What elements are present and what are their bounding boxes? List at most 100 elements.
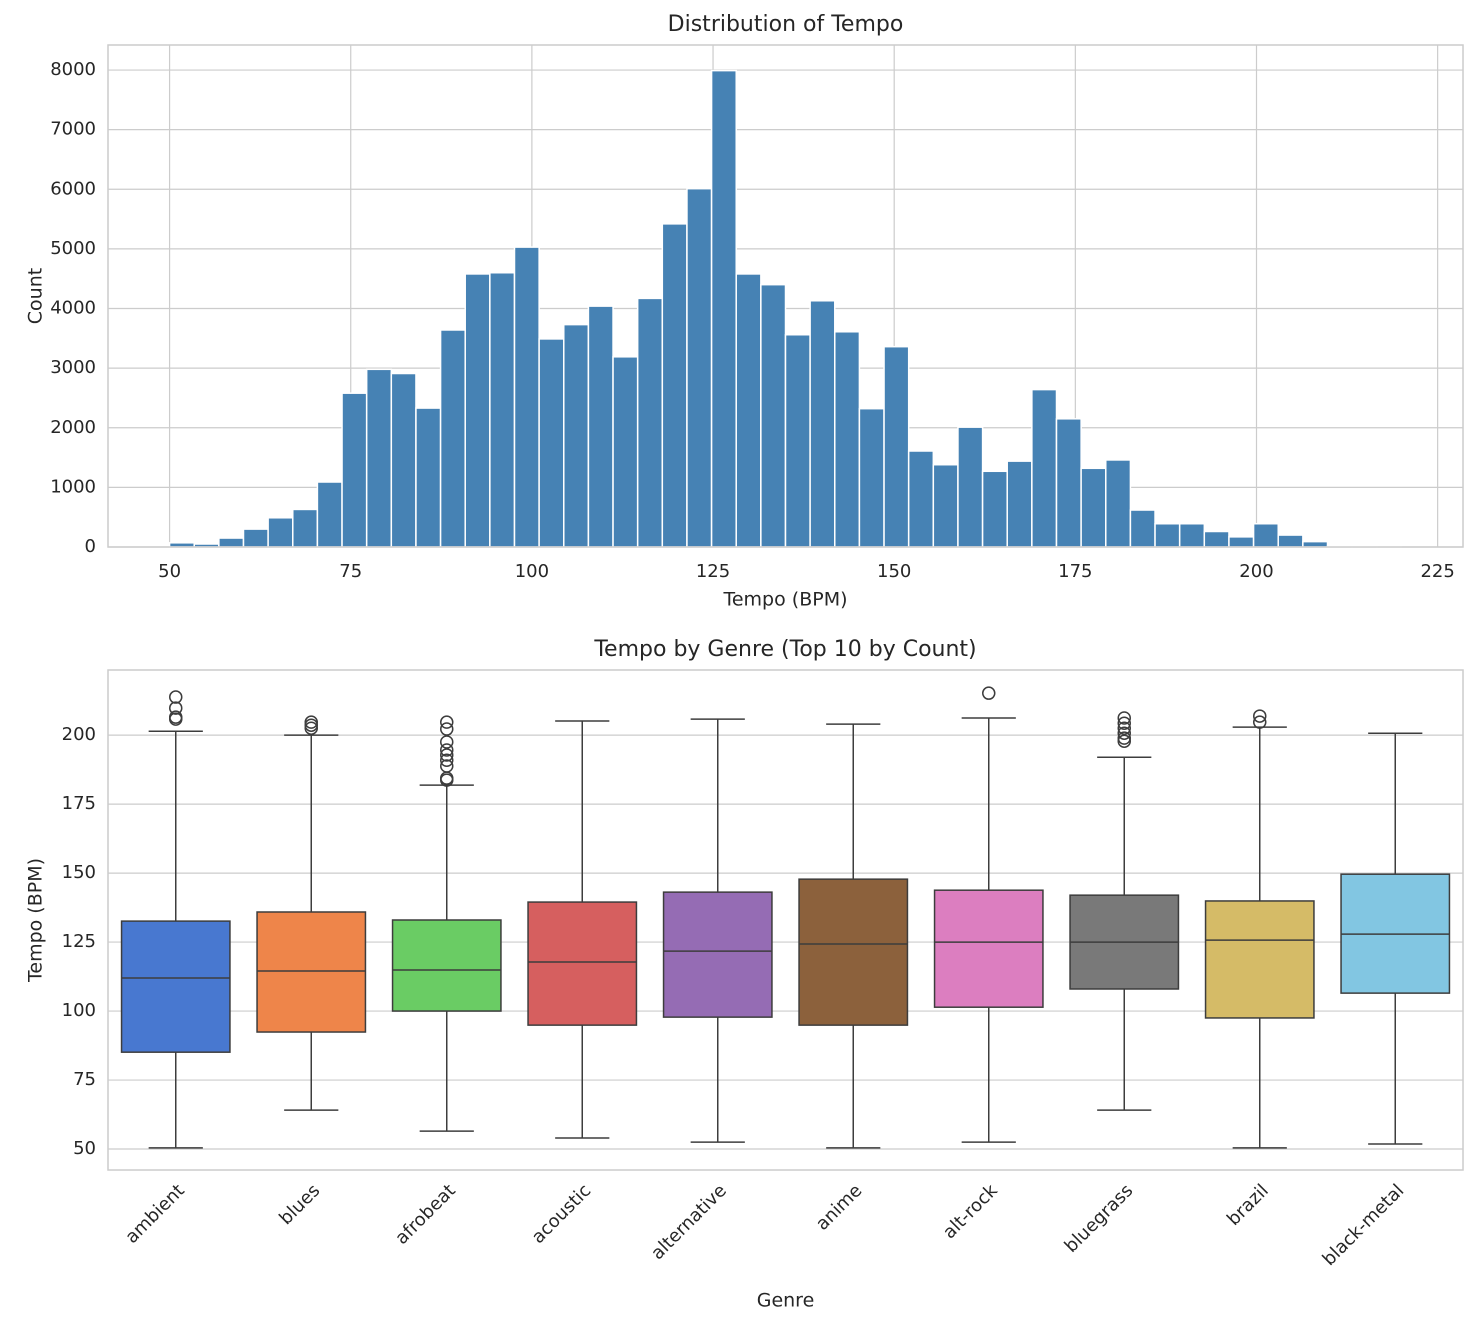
outlier bbox=[1117, 721, 1131, 735]
outlier bbox=[440, 748, 454, 762]
x-axis-label: Genre bbox=[757, 1290, 815, 1312]
box bbox=[120, 920, 231, 1053]
histogram-bar bbox=[1252, 522, 1279, 548]
histogram-bar bbox=[267, 517, 294, 548]
outlier bbox=[440, 743, 454, 757]
chart-title: Tempo by Genre (Top 10 by Count) bbox=[593, 637, 976, 662]
y-tick-label: 8000 bbox=[50, 59, 96, 80]
x-tick-label: brazil bbox=[1223, 1180, 1273, 1230]
histogram-bar bbox=[513, 246, 540, 548]
x-tick-label: 200 bbox=[1239, 561, 1273, 582]
histogram-bar bbox=[1178, 522, 1206, 548]
histogram-bar bbox=[957, 426, 984, 548]
histogram-bar bbox=[858, 407, 885, 548]
histogram-bar bbox=[1006, 460, 1033, 548]
histogram-bar bbox=[1154, 522, 1181, 548]
x-tick-label: 175 bbox=[1058, 561, 1092, 582]
x-tick-label: black-metal bbox=[1319, 1180, 1409, 1270]
x-tick-label: ambient bbox=[121, 1180, 189, 1248]
y-tick-label: 1000 bbox=[50, 476, 96, 497]
histogram-bar bbox=[1277, 534, 1304, 548]
y-tick-label: 2000 bbox=[50, 417, 96, 438]
outlier bbox=[1117, 716, 1131, 731]
outlier bbox=[304, 718, 318, 732]
box bbox=[933, 889, 1044, 1008]
x-tick-label: acoustic bbox=[528, 1180, 596, 1248]
histogram-bar bbox=[292, 508, 319, 548]
outlier bbox=[440, 715, 454, 729]
histogram-bar bbox=[760, 283, 787, 548]
x-tick-label: anime bbox=[812, 1180, 866, 1234]
outlier bbox=[169, 690, 183, 704]
histogram-bar bbox=[316, 481, 343, 548]
histogram-bar bbox=[1302, 540, 1329, 548]
box bbox=[798, 878, 909, 1026]
outlier bbox=[440, 753, 454, 767]
histogram-bar bbox=[932, 463, 959, 548]
x-tick-label: bluegrass bbox=[1061, 1180, 1138, 1257]
histogram-bar bbox=[341, 392, 368, 548]
histogram-bar bbox=[1203, 530, 1230, 548]
histogram-bar bbox=[883, 345, 910, 548]
x-tick-label: 150 bbox=[877, 561, 911, 582]
histogram-bar bbox=[710, 69, 737, 548]
outlier bbox=[982, 686, 996, 700]
box bbox=[662, 891, 773, 1018]
box bbox=[256, 911, 367, 1033]
histogram-bar bbox=[464, 273, 491, 548]
y-tick-label: 4000 bbox=[50, 298, 96, 319]
box bbox=[1204, 900, 1315, 1019]
histogram-bar bbox=[907, 450, 935, 548]
outlier bbox=[1253, 715, 1267, 729]
histogram-bar bbox=[661, 223, 688, 548]
histogram-bar bbox=[390, 372, 417, 548]
outlier bbox=[169, 701, 183, 715]
y-tick-label: 75 bbox=[73, 1069, 96, 1090]
plot-frame bbox=[107, 44, 1464, 548]
outlier bbox=[1117, 711, 1131, 725]
y-tick-label: 200 bbox=[62, 724, 96, 745]
outlier bbox=[440, 735, 454, 749]
histogram-bar bbox=[1055, 418, 1082, 548]
histogram-bar bbox=[1080, 467, 1107, 548]
y-axis-label: Count bbox=[25, 268, 47, 324]
outlier bbox=[169, 712, 183, 726]
outlier bbox=[1253, 709, 1267, 723]
histogram-bar bbox=[1031, 388, 1058, 548]
histogram-bar bbox=[538, 338, 565, 548]
histogram-bar bbox=[218, 537, 245, 548]
y-axis-label: Tempo (BPM) bbox=[25, 858, 47, 983]
histogram-bar bbox=[489, 271, 516, 548]
x-tick-label: 100 bbox=[515, 561, 549, 582]
y-tick-label: 100 bbox=[62, 1000, 96, 1021]
x-tick-label: 225 bbox=[1420, 561, 1454, 582]
outlier bbox=[440, 722, 454, 736]
x-tick-label: 75 bbox=[339, 561, 362, 582]
x-tick-label: alt-rock bbox=[939, 1180, 1002, 1243]
outlier bbox=[1117, 734, 1131, 748]
y-tick-label: 7000 bbox=[50, 119, 96, 140]
outlier bbox=[440, 773, 454, 787]
x-axis-label: Tempo (BPM) bbox=[722, 589, 847, 611]
plot-frame bbox=[107, 669, 1464, 1171]
histogram-bar bbox=[439, 329, 466, 548]
histogram-bar bbox=[686, 187, 713, 548]
histogram-bar bbox=[415, 407, 442, 548]
histogram-bar bbox=[1129, 509, 1156, 548]
histogram-bar bbox=[981, 470, 1008, 548]
x-tick-label: alternative bbox=[647, 1180, 731, 1264]
histogram-bar bbox=[365, 368, 393, 548]
chart-title: Distribution of Tempo bbox=[668, 12, 904, 37]
histogram-bar bbox=[587, 305, 614, 548]
y-tick-label: 5000 bbox=[50, 238, 96, 259]
histogram-bar bbox=[636, 297, 664, 548]
box bbox=[527, 901, 638, 1026]
box bbox=[391, 919, 502, 1012]
histogram-bar bbox=[563, 323, 590, 548]
y-tick-label: 125 bbox=[62, 931, 96, 952]
histogram-bar bbox=[612, 356, 639, 548]
y-tick-label: 175 bbox=[62, 793, 96, 814]
histogram-bar bbox=[1228, 536, 1255, 548]
outlier bbox=[1117, 726, 1131, 740]
